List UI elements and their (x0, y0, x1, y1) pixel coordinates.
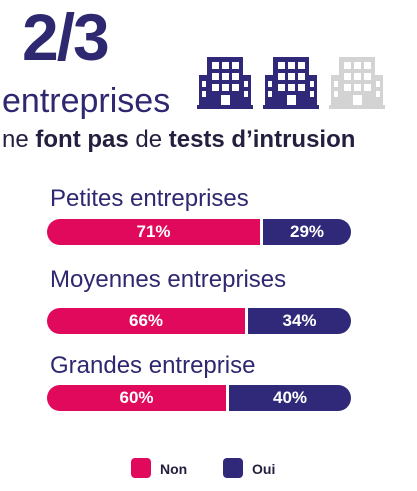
statement-part: ne (2, 126, 36, 153)
bar-small: 71% 29% (47, 219, 351, 245)
building-icon (263, 57, 319, 109)
category-label-medium: Moyennes entreprises (50, 266, 287, 293)
bar-segment-non: 71% (47, 219, 260, 245)
bar-segment-oui: 40% (229, 385, 351, 411)
building-icon-faded (329, 57, 385, 109)
bar-medium: 66% 34% (47, 308, 351, 334)
bar-segment-non: 60% (47, 385, 226, 411)
bar-segment-non: 66% (47, 308, 245, 334)
bar-segment-oui: 29% (263, 219, 351, 245)
bar-large: 60% 40% (47, 385, 351, 411)
headline-fraction: 2/3 (22, 0, 110, 74)
headline-statement: ne font pas de tests d’intrusion (2, 128, 355, 152)
legend-swatch-oui (223, 458, 243, 478)
building-icon (197, 57, 253, 109)
bar-segment-oui: 34% (248, 308, 351, 334)
statement-part: de (128, 126, 169, 153)
statement-emphasis: tests d’intrusion (168, 126, 356, 153)
category-label-small: Petites entreprises (50, 185, 249, 212)
legend-swatch-non (131, 458, 151, 478)
headline-subject: entreprises (2, 82, 171, 120)
legend-label-oui: Oui (252, 461, 276, 477)
legend-label-non: Non (160, 461, 188, 477)
statement-emphasis: font pas (35, 126, 129, 153)
category-label-large: Grandes entreprise (50, 352, 256, 379)
